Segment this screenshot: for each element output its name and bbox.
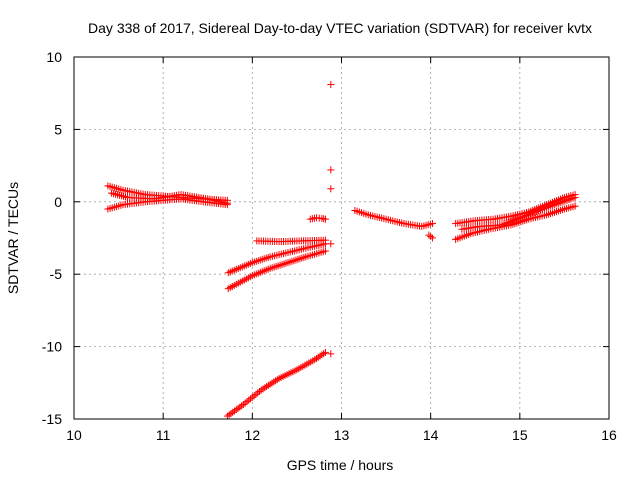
y-tick-label: -5	[50, 266, 63, 282]
data-point	[268, 379, 276, 387]
data-point	[254, 389, 262, 397]
data-point	[255, 387, 263, 395]
data-point	[571, 193, 579, 201]
data-point	[425, 231, 433, 239]
data-point	[223, 412, 231, 420]
data-point	[321, 247, 329, 255]
data-point	[241, 399, 249, 407]
x-tick-label: 14	[423, 427, 439, 443]
data-point	[273, 376, 281, 384]
data-point	[313, 354, 321, 362]
data-point	[238, 402, 246, 410]
data-point	[318, 351, 326, 359]
y-tick-label: 5	[54, 121, 62, 137]
data-point	[316, 352, 324, 360]
x-tick-label: 13	[334, 427, 350, 443]
data-point	[229, 408, 237, 416]
x-axis-label: GPS time / hours	[287, 457, 394, 473]
x-tick-label: 12	[245, 427, 261, 443]
data-point	[263, 383, 271, 391]
data-point	[231, 407, 238, 415]
chart-title: Day 338 of 2017, Sidereal Day-to-day VTE…	[88, 20, 592, 36]
y-tick-label: -10	[42, 339, 62, 355]
data-point	[327, 240, 335, 248]
data-point	[234, 404, 242, 412]
data-point	[239, 401, 247, 409]
data-point	[321, 348, 329, 356]
data-point	[428, 220, 436, 228]
data-point	[327, 185, 335, 193]
axis-ticks: 10 11 12 13 14 15 16 10 5 0 -5 -10 -15	[42, 49, 617, 443]
plot-frame	[73, 56, 610, 420]
y-axis-label: SDTVAR / TECUs	[5, 182, 21, 294]
data-point	[327, 81, 335, 89]
data-point	[232, 406, 240, 414]
grid	[74, 57, 609, 419]
data-points	[104, 81, 579, 420]
x-tick-label: 10	[66, 427, 82, 443]
data-point	[259, 385, 267, 393]
data-point	[264, 381, 272, 389]
y-tick-label: -15	[42, 411, 62, 427]
x-tick-label: 15	[512, 427, 528, 443]
data-point	[248, 393, 256, 401]
data-point	[311, 356, 319, 364]
data-point	[270, 378, 278, 386]
data-point	[266, 380, 274, 388]
data-point	[321, 215, 329, 223]
y-tick-label: 0	[54, 194, 62, 210]
data-point	[225, 411, 233, 419]
data-point	[427, 233, 435, 241]
data-point	[247, 395, 255, 403]
data-point	[571, 202, 579, 210]
data-point	[245, 396, 253, 404]
data-point	[261, 384, 269, 392]
data-point	[250, 392, 258, 400]
data-point	[272, 377, 280, 385]
data-point	[236, 403, 244, 411]
data-point	[327, 350, 335, 358]
data-point	[314, 353, 322, 361]
data-point	[227, 410, 235, 418]
data-point	[327, 166, 335, 174]
x-tick-label: 16	[601, 427, 617, 443]
x-tick-label: 11	[156, 427, 171, 443]
data-point	[428, 234, 436, 242]
data-point	[223, 199, 231, 207]
y-tick-label: 10	[46, 49, 62, 65]
data-point	[243, 398, 251, 406]
data-point	[320, 350, 328, 358]
data-point	[321, 236, 329, 244]
data-point	[252, 390, 260, 398]
data-point	[257, 386, 265, 394]
